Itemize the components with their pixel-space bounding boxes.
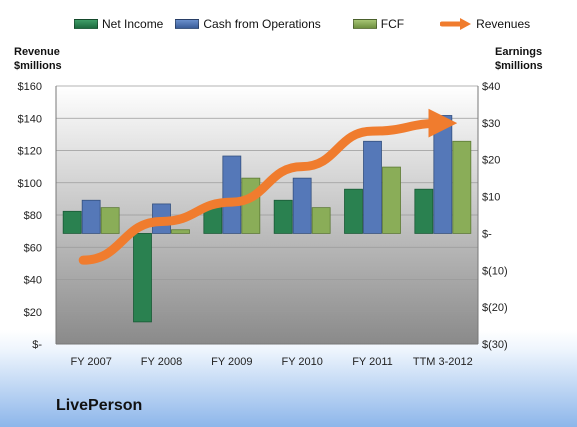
left-axis-title: Revenue $millions: [14, 45, 62, 73]
right-tick-label: $20: [482, 155, 500, 167]
left-axis-title-line1: Revenue: [14, 46, 60, 58]
bar-cash-from-operations: [433, 115, 453, 234]
company-name: LivePerson: [56, 397, 143, 414]
x-tick-label: FY 2010: [281, 356, 322, 368]
right-tick-label: $30: [482, 118, 500, 130]
left-tick-label: $-: [32, 339, 42, 351]
right-axis-title-line1: Earnings: [495, 46, 543, 58]
legend-swatch-fcf: [352, 19, 377, 29]
legend-label: FCF: [380, 17, 405, 31]
x-tick-label: FY 2008: [141, 356, 182, 368]
left-tick-label: $60: [24, 242, 42, 254]
revenues-line: [78, 108, 458, 265]
legend-item-net-income: Net Income: [74, 17, 163, 31]
x-tick-label: FY 2007: [70, 356, 111, 368]
left-tick-label: $80: [24, 210, 42, 222]
bar-net-income: [414, 188, 434, 234]
right-tick-label: $40: [482, 81, 500, 93]
left-tick-label: $160: [18, 81, 42, 93]
right-tick-label: $(20): [482, 302, 508, 314]
right-tick-label: $-: [482, 228, 492, 240]
right-tick-label: $10: [482, 192, 500, 204]
legend-item-cash-from-operations: Cash from Operations: [175, 17, 321, 31]
bar-cash-from-operations: [222, 155, 242, 234]
legend-arrow-icon: [440, 18, 472, 30]
left-axis-title-line2: $millions: [14, 60, 62, 72]
legend-swatch-cash-from-operations: [175, 19, 200, 29]
bar-fcf: [241, 177, 261, 234]
legend-label: Cash from Operations: [203, 17, 321, 31]
x-tick-label: FY 2011: [352, 356, 393, 368]
left-tick-label: $120: [18, 146, 42, 158]
bar-cash-from-operations: [292, 177, 312, 234]
bar-fcf: [452, 140, 472, 234]
bar-fcf: [311, 207, 331, 234]
x-tick-label: FY 2009: [211, 356, 252, 368]
left-tick-label: $140: [18, 113, 42, 125]
right-axis-title-line2: $millions: [495, 60, 543, 72]
bar-net-income: [344, 188, 363, 234]
left-tick-label: $100: [18, 178, 42, 190]
legend-label: Net Income: [102, 17, 164, 31]
legend: Net Income Cash from Operations FCF Reve…: [74, 14, 567, 34]
legend-item-fcf: FCF: [352, 17, 405, 31]
bar-fcf: [171, 229, 190, 234]
legend-item-revenues: Revenues: [440, 17, 530, 31]
bar-fcf: [382, 166, 401, 234]
x-tick-label: TTM 3-2012: [413, 356, 473, 368]
legend-swatch-net-income: [74, 19, 98, 29]
legend-label: Revenues: [476, 17, 531, 31]
left-tick-label: $40: [24, 275, 42, 287]
right-tick-label: $(10): [482, 265, 508, 277]
bar-net-income: [62, 210, 82, 234]
right-tick-label: $(30): [482, 339, 508, 351]
bar-net-income: [273, 199, 293, 234]
right-axis-title: Earnings $millions: [495, 45, 543, 73]
bar-net-income: [133, 233, 152, 323]
bar-fcf: [100, 207, 120, 234]
left-tick-label: $20: [24, 307, 42, 319]
bar-cash-from-operations: [363, 140, 382, 234]
bar-cash-from-operations: [81, 199, 101, 234]
